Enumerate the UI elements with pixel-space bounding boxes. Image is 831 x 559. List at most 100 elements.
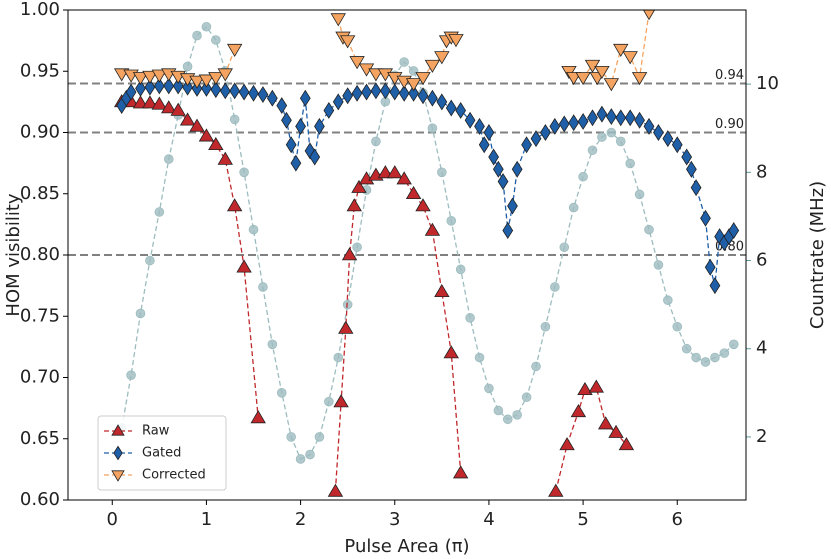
data-point xyxy=(163,154,174,164)
data-point xyxy=(333,352,344,363)
data-point xyxy=(587,109,598,127)
data-point xyxy=(285,136,297,154)
data-point xyxy=(465,313,475,323)
y-tick-label: 1.00 xyxy=(20,0,60,20)
data-point xyxy=(338,320,354,334)
data-point xyxy=(493,405,504,416)
data-point xyxy=(427,89,438,107)
data-point xyxy=(578,171,588,182)
data-point xyxy=(142,70,158,84)
data-point xyxy=(624,109,636,127)
data-point xyxy=(179,112,196,126)
data-point xyxy=(521,136,532,154)
data-point xyxy=(559,242,570,253)
data-point xyxy=(434,283,450,298)
data-point xyxy=(346,198,362,212)
data-point xyxy=(672,321,683,332)
data-point xyxy=(690,179,702,197)
data-point xyxy=(351,84,363,102)
data-point xyxy=(182,78,193,96)
data-point xyxy=(290,154,302,172)
data-point xyxy=(324,396,334,407)
data-point xyxy=(502,222,514,239)
data-point xyxy=(314,432,325,442)
data-point xyxy=(511,160,523,178)
data-point xyxy=(332,93,344,111)
data-point xyxy=(448,34,464,48)
x-axis-label: Pulse Area (π) xyxy=(344,536,469,557)
data-point xyxy=(521,392,532,403)
data-point xyxy=(379,82,391,100)
data-point xyxy=(248,224,259,235)
data-point xyxy=(217,68,233,82)
y-tick-label: 0.85 xyxy=(20,183,60,204)
data-point xyxy=(549,117,561,135)
data-point xyxy=(615,136,626,147)
data-point xyxy=(341,247,358,261)
y-tick-label: 0.70 xyxy=(20,367,60,388)
data-point xyxy=(548,483,564,497)
x-tick-label: 3 xyxy=(389,509,400,530)
data-point xyxy=(258,282,268,292)
data-point xyxy=(208,136,224,151)
data-point xyxy=(662,130,674,148)
data-point xyxy=(445,99,457,117)
data-point xyxy=(594,65,610,80)
data-point xyxy=(681,148,693,166)
data-point xyxy=(281,111,292,129)
data-point xyxy=(643,117,655,135)
data-point xyxy=(132,72,149,86)
plot-frame xyxy=(67,9,747,501)
data-point xyxy=(361,83,372,101)
data-point xyxy=(704,258,716,276)
data-point xyxy=(550,282,560,292)
data-point xyxy=(700,209,711,227)
data-point xyxy=(608,424,624,438)
data-point xyxy=(653,124,664,141)
data-point xyxy=(507,197,518,215)
data-point xyxy=(151,96,168,110)
data-point xyxy=(605,108,617,126)
data-point xyxy=(663,295,673,306)
data-point xyxy=(446,216,457,226)
data-point xyxy=(399,57,409,67)
data-point xyxy=(596,105,608,123)
data-point xyxy=(198,128,215,142)
data-point xyxy=(387,165,403,179)
data-point xyxy=(201,21,212,32)
y2-tick-label: 2 xyxy=(756,426,767,447)
data-point xyxy=(700,357,711,367)
data-point xyxy=(135,79,146,97)
data-point xyxy=(126,370,136,380)
data-point xyxy=(286,432,296,442)
data-point xyxy=(405,185,422,200)
data-point xyxy=(497,173,509,190)
data-point xyxy=(436,93,448,111)
y-tick-label: 0.75 xyxy=(20,305,60,326)
data-point xyxy=(192,30,202,41)
data-point xyxy=(719,348,730,358)
data-point xyxy=(398,84,410,102)
data-point xyxy=(568,202,579,213)
x-tick-label: 0 xyxy=(107,509,118,530)
data-point xyxy=(327,483,344,497)
data-point xyxy=(597,132,607,142)
data-point xyxy=(314,117,325,135)
data-point xyxy=(464,111,476,129)
data-point xyxy=(577,381,593,396)
data-point xyxy=(681,343,692,354)
data-point xyxy=(217,151,233,165)
legend-box xyxy=(97,415,227,491)
data-point xyxy=(615,109,627,127)
data-point xyxy=(642,10,656,21)
data-point xyxy=(415,72,431,86)
data-point xyxy=(182,61,193,72)
reference-label: 0.90 xyxy=(715,117,744,132)
data-point xyxy=(342,87,354,105)
data-point xyxy=(170,102,186,116)
data-point xyxy=(427,123,438,133)
data-point xyxy=(631,72,648,86)
data-point xyxy=(238,83,250,101)
y-tick-label: 0.90 xyxy=(20,122,60,143)
data-point xyxy=(396,171,412,185)
